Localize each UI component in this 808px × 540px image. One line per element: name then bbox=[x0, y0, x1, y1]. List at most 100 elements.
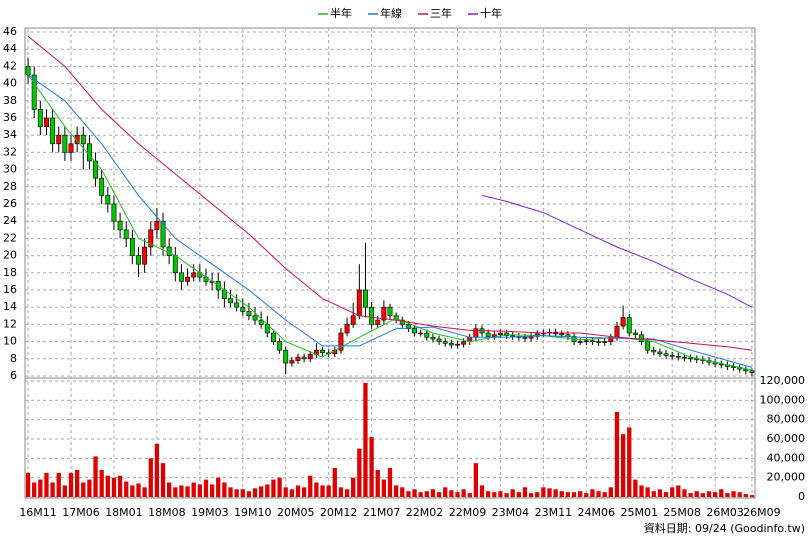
volume-bar bbox=[277, 477, 282, 497]
volume-bar bbox=[657, 489, 663, 497]
volume-bar bbox=[160, 463, 166, 497]
x-tick-label: 24M06 bbox=[578, 506, 616, 519]
x-tick-label: 26M03 bbox=[706, 506, 744, 519]
volume-bar bbox=[25, 472, 31, 497]
volume-bar bbox=[203, 479, 209, 497]
volume-bar bbox=[252, 488, 258, 497]
volume-bar bbox=[541, 487, 546, 497]
x-tick-label: 18M08 bbox=[148, 506, 186, 519]
candle-body bbox=[307, 354, 313, 360]
candle-body bbox=[136, 255, 141, 265]
y-tick-label: 26 bbox=[3, 197, 17, 210]
volume-bar bbox=[387, 468, 393, 497]
candle-body bbox=[510, 335, 516, 337]
volume-bar bbox=[332, 468, 337, 497]
volume-bar bbox=[344, 489, 350, 497]
volume-bar bbox=[295, 485, 301, 497]
volume-bar bbox=[289, 489, 294, 497]
y-tick-label: 14 bbox=[3, 300, 17, 313]
volume-bar bbox=[50, 482, 55, 497]
volume-bar bbox=[320, 485, 325, 497]
volume-bar bbox=[400, 487, 405, 497]
volume-bar bbox=[602, 492, 607, 497]
volume-bar bbox=[633, 479, 638, 497]
y2-tick-label: 60,000 bbox=[767, 432, 806, 445]
volume-bar bbox=[663, 492, 669, 497]
candle-body bbox=[148, 229, 154, 248]
volume-bar bbox=[706, 491, 712, 497]
volume-bar bbox=[167, 482, 172, 497]
candle-body bbox=[424, 332, 430, 338]
y-tick-label: 16 bbox=[3, 283, 17, 296]
candle-body bbox=[626, 317, 632, 334]
volume-bar bbox=[528, 493, 534, 497]
volume-bar bbox=[559, 491, 564, 497]
candle-body bbox=[99, 177, 105, 196]
candle-body bbox=[80, 134, 86, 145]
candle-body bbox=[663, 353, 669, 356]
volume-bar bbox=[749, 495, 755, 497]
candle-body bbox=[142, 246, 148, 265]
volume-bar bbox=[44, 472, 49, 497]
volume-bar bbox=[68, 472, 74, 497]
volume-bar bbox=[173, 487, 178, 497]
candle-body bbox=[154, 220, 160, 231]
y-tick-label: 42 bbox=[3, 59, 17, 72]
volume-bar bbox=[338, 487, 344, 497]
volume-bar bbox=[719, 489, 724, 497]
candle-body bbox=[559, 333, 565, 336]
candle-body bbox=[682, 356, 687, 359]
volume-bar bbox=[473, 463, 479, 497]
candle-body bbox=[258, 319, 264, 325]
candle-body bbox=[688, 357, 694, 360]
volume-bar bbox=[222, 482, 227, 497]
candle-body bbox=[430, 336, 436, 340]
y2-tick-label: 0 bbox=[798, 490, 805, 503]
candle-body bbox=[442, 341, 448, 344]
candle-body bbox=[577, 341, 583, 343]
candle-body bbox=[387, 306, 393, 317]
volume-bar bbox=[142, 487, 147, 497]
candle-body bbox=[369, 306, 375, 325]
candle-body bbox=[344, 324, 350, 334]
candle-body bbox=[381, 306, 387, 321]
volume-bar bbox=[369, 437, 374, 497]
volume-bar bbox=[449, 490, 454, 497]
volume-bar bbox=[492, 492, 497, 497]
volume-bar bbox=[682, 489, 687, 497]
candle-body bbox=[436, 338, 442, 342]
volume-bar bbox=[461, 489, 466, 497]
volume-bar bbox=[246, 491, 252, 497]
candle-body bbox=[320, 349, 325, 354]
candle-body bbox=[589, 340, 595, 343]
candle-body bbox=[160, 220, 166, 248]
candle-body bbox=[62, 134, 68, 153]
candle-body bbox=[620, 317, 626, 327]
x-tick-label: 23M11 bbox=[535, 506, 573, 519]
x-tick-label: 21M07 bbox=[363, 506, 401, 519]
volume-bar bbox=[504, 493, 509, 497]
candle-body bbox=[166, 246, 172, 256]
footer: 資料日期: 09/24 (Goodinfo.tw) bbox=[644, 521, 805, 535]
candle-body bbox=[485, 332, 491, 337]
legend-label: 三年 bbox=[430, 6, 452, 20]
volume-bar bbox=[688, 493, 693, 497]
volume-bar bbox=[725, 493, 730, 497]
volume-bar bbox=[62, 485, 68, 497]
candle-body bbox=[172, 255, 178, 274]
volume-bar bbox=[535, 492, 540, 497]
candle-body bbox=[497, 332, 503, 336]
volume-bar bbox=[620, 434, 626, 497]
candle-body bbox=[375, 319, 381, 325]
x-tick-label: 20M05 bbox=[277, 506, 315, 519]
volume-bar bbox=[694, 491, 699, 497]
candle-body bbox=[596, 341, 602, 343]
legend-label: 年線 bbox=[380, 6, 402, 20]
candle-body bbox=[56, 134, 62, 145]
candle-body bbox=[651, 349, 657, 353]
volume-bar bbox=[522, 487, 528, 497]
volume-bar bbox=[627, 427, 632, 497]
candle-body bbox=[289, 360, 295, 364]
volume-bar bbox=[265, 484, 270, 497]
volume-bar bbox=[179, 485, 184, 497]
